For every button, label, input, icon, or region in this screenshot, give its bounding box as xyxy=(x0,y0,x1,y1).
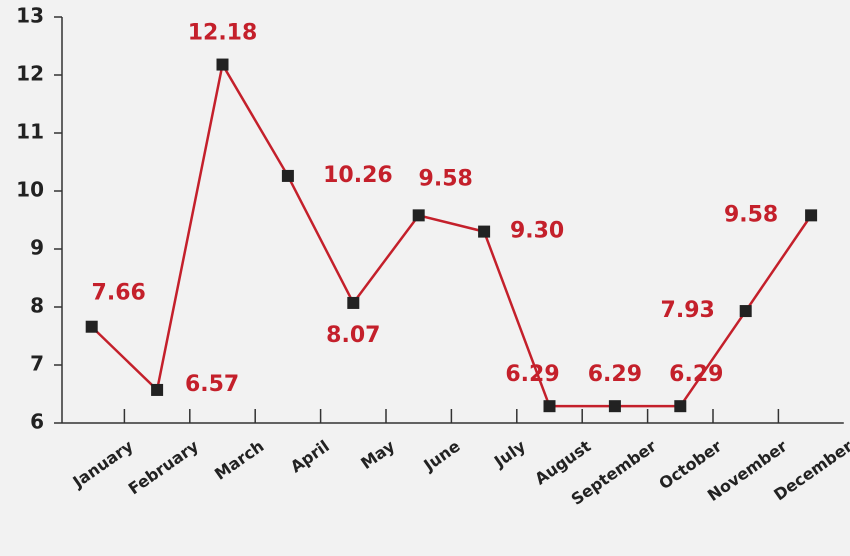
line xyxy=(90,61,813,408)
value-label: 7.93 xyxy=(661,298,715,323)
x-tick-label: June xyxy=(419,436,463,475)
point xyxy=(347,296,360,309)
y-tick-label: 10 xyxy=(16,178,44,202)
point xyxy=(281,169,294,182)
value-label: 6.57 xyxy=(185,372,239,397)
y-tick-label: 12 xyxy=(16,62,44,86)
value-label: 9.58 xyxy=(724,202,778,227)
y-tick-label: 9 xyxy=(30,236,44,260)
point xyxy=(151,383,164,396)
point xyxy=(478,225,491,238)
y-tick-label: 8 xyxy=(30,294,44,318)
value-label: 6.29 xyxy=(669,362,723,387)
x-tick-label: April xyxy=(287,436,333,476)
point xyxy=(739,305,752,318)
value-label: 12.18 xyxy=(188,21,258,46)
y-tick-label: 13 xyxy=(16,4,44,28)
point xyxy=(805,209,818,222)
point xyxy=(543,400,556,413)
value-label: 9.58 xyxy=(419,166,473,191)
x-tick-label: February xyxy=(125,436,203,498)
point xyxy=(608,400,621,413)
value-label: 6.29 xyxy=(588,362,642,387)
x-tick-label: May xyxy=(357,436,398,473)
value-label: 10.26 xyxy=(323,163,393,188)
x-tick-label: March xyxy=(211,436,267,483)
y-tick-label: 11 xyxy=(16,120,44,144)
y-tick-label: 6 xyxy=(30,410,44,434)
point xyxy=(85,320,98,333)
y-tick-label: 7 xyxy=(30,352,44,376)
value-label: 8.07 xyxy=(326,323,380,348)
point xyxy=(674,400,687,413)
value-label: 9.30 xyxy=(510,219,564,244)
value-label: 6.29 xyxy=(505,362,559,387)
x-tick-label: July xyxy=(490,436,529,472)
point xyxy=(216,58,229,71)
point xyxy=(412,209,425,222)
value-label: 7.66 xyxy=(92,281,146,306)
